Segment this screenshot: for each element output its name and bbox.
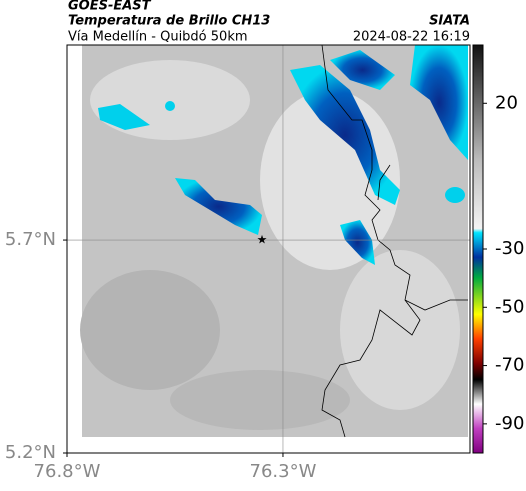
map-imagery bbox=[80, 44, 468, 438]
subtitle: Temperatura de Brillo CH13 bbox=[68, 14, 270, 29]
source: SIATA bbox=[429, 14, 470, 29]
colorbar-tick-label: -50 bbox=[495, 296, 524, 317]
colorbar-tick-label: -70 bbox=[495, 355, 524, 376]
colorbar bbox=[472, 44, 484, 454]
colorbar-tick-label: -30 bbox=[495, 238, 524, 259]
title: GOES-EAST bbox=[68, 0, 152, 14]
star-marker: ★ bbox=[257, 233, 268, 247]
x-tick-label: 76.8°W bbox=[34, 461, 101, 482]
route: Vía Medellín - Quibdó 50km bbox=[68, 30, 248, 45]
colorbar-tick-label: -90 bbox=[495, 413, 524, 434]
map-frame bbox=[66, 44, 471, 454]
y-tick-label: 5.2°N bbox=[5, 442, 56, 463]
datetime: 2024-08-22 16:19 bbox=[353, 30, 470, 45]
x-tick-label: 76.3°W bbox=[250, 461, 317, 482]
y-tick-label: 5.7°N bbox=[5, 229, 56, 250]
colorbar-tick-label: 20 bbox=[495, 92, 518, 113]
